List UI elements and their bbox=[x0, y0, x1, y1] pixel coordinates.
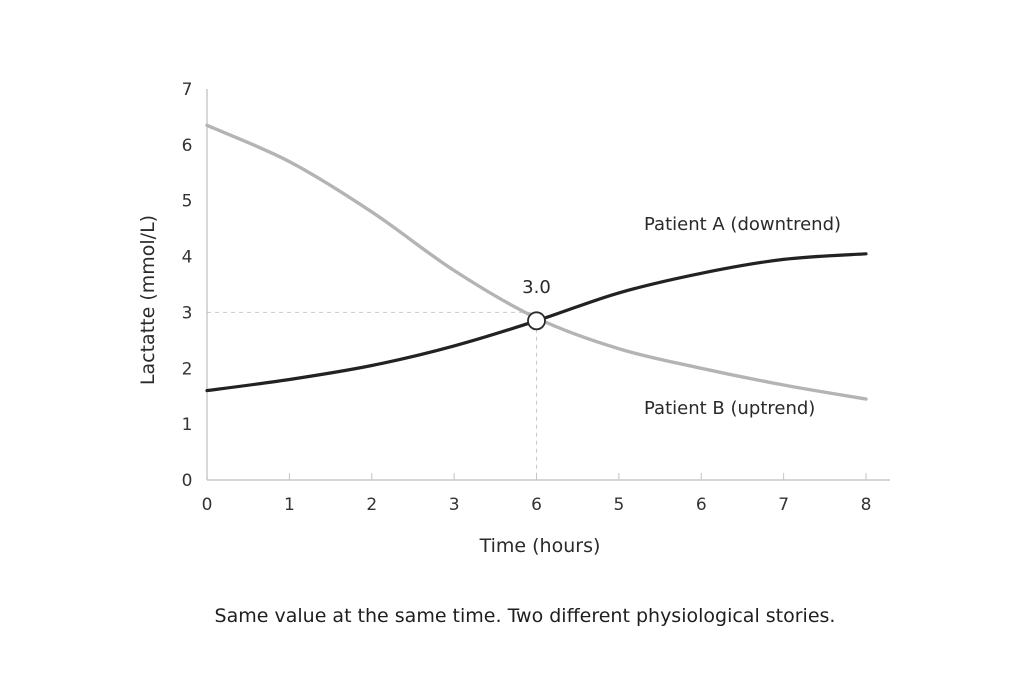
y-tick-label: 7 bbox=[182, 80, 193, 100]
y-tick-label: 5 bbox=[182, 192, 193, 212]
intersection-marker bbox=[527, 311, 546, 331]
x-axis-title: Time (hours) bbox=[479, 535, 601, 557]
y-tick-label: 2 bbox=[182, 359, 193, 379]
y-tick-label: 1 bbox=[182, 415, 193, 435]
annotation-group: 3.0 bbox=[522, 277, 551, 331]
x-tick-label: 5 bbox=[613, 495, 624, 515]
x-tick-label: 8 bbox=[861, 495, 872, 515]
y-tick-label: 3 bbox=[182, 303, 193, 323]
x-tick-labels: 0 1 2 3 6 5 6 7 8 bbox=[202, 473, 872, 515]
y-axis-title: Lactatte (mmol/L) bbox=[137, 215, 159, 385]
x-tick-label: 3 bbox=[449, 495, 460, 515]
chart-caption: Same value at the same time. Two differe… bbox=[214, 605, 836, 627]
y-tick-label: 6 bbox=[182, 136, 193, 156]
x-tick-label: 6 bbox=[696, 495, 707, 515]
y-tick-label: 0 bbox=[182, 471, 193, 491]
series-group bbox=[205, 123, 868, 401]
intersection-value-label: 3.0 bbox=[522, 277, 551, 298]
y-tick-label: 4 bbox=[182, 248, 193, 268]
series-label-patient-b: Patient B (uptrend) bbox=[644, 398, 815, 419]
y-tick-labels: 0 1 2 3 4 5 6 7 bbox=[182, 80, 193, 491]
x-tick-label: 7 bbox=[778, 495, 789, 515]
x-tick-label: 0 bbox=[202, 495, 213, 515]
reference-guides bbox=[207, 311, 537, 480]
x-tick-label: 1 bbox=[284, 495, 295, 515]
series-label-patient-a: Patient A (downtrend) bbox=[644, 214, 841, 235]
x-tick-label: 6 bbox=[531, 495, 542, 515]
x-tick-label: 2 bbox=[366, 495, 377, 515]
axes bbox=[206, 89, 890, 481]
